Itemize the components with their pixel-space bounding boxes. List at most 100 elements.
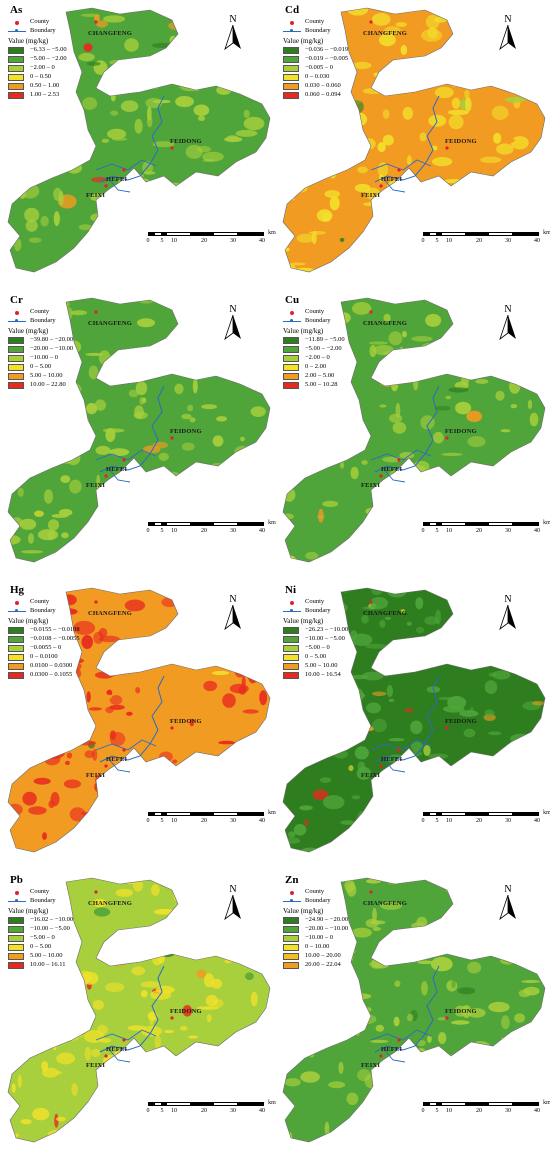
raster-patch bbox=[59, 878, 65, 884]
raster-patch bbox=[131, 966, 146, 976]
raster-patch bbox=[479, 337, 490, 342]
scale-bar: 0 5 10 20 30 40 km bbox=[421, 230, 550, 254]
raster-patch bbox=[465, 593, 477, 602]
raster-patch bbox=[463, 617, 469, 623]
legend-class-label: −10.00 – −5.00 bbox=[305, 635, 345, 643]
raster-patch bbox=[418, 1000, 439, 1015]
raster-patch bbox=[354, 746, 369, 760]
raster-patch bbox=[328, 680, 346, 691]
raster-patch bbox=[147, 115, 153, 128]
legend-swatch bbox=[8, 355, 24, 362]
raster-patch bbox=[465, 644, 486, 656]
raster-patch bbox=[356, 241, 377, 256]
raster-patch bbox=[373, 344, 394, 356]
raster-patch bbox=[127, 1025, 147, 1031]
raster-patch bbox=[438, 220, 452, 231]
raster-patch bbox=[86, 691, 91, 703]
study-area-outline bbox=[7, 877, 271, 1143]
raster-patch bbox=[443, 1054, 460, 1068]
raster-patch bbox=[175, 849, 185, 852]
raster-patch bbox=[454, 769, 467, 778]
legend-class-row: 0 – 0.030 bbox=[283, 73, 348, 82]
raster-patch bbox=[114, 224, 120, 233]
legend-swatch bbox=[283, 663, 299, 670]
legend-swatch bbox=[8, 346, 24, 353]
county-label-feidong: FEIDONG bbox=[170, 138, 202, 145]
raster-patch bbox=[329, 196, 340, 211]
raster-patch bbox=[187, 48, 194, 59]
raster-patch bbox=[218, 740, 236, 745]
raster-patch bbox=[58, 190, 64, 206]
county-boundary-line bbox=[95, 159, 157, 193]
raster-patch bbox=[308, 231, 327, 235]
raster-patch bbox=[291, 458, 311, 464]
scale-unit-label: km bbox=[268, 520, 276, 526]
scale-tick-label: 0 bbox=[146, 1108, 150, 1114]
scale-unit-label: km bbox=[268, 810, 276, 816]
raster-patch bbox=[534, 588, 545, 598]
raster-patch bbox=[61, 532, 69, 539]
legend-class-row: 0 – 10.00 bbox=[283, 943, 348, 952]
raster-patch bbox=[95, 445, 111, 455]
map-canvas bbox=[7, 877, 271, 1143]
scale-tick-label: 0 bbox=[421, 238, 425, 244]
county-seat-marker bbox=[397, 748, 401, 752]
raster-patch bbox=[417, 960, 434, 965]
raster-patch bbox=[247, 160, 256, 166]
raster-patch bbox=[140, 990, 148, 998]
raster-patch bbox=[234, 445, 251, 460]
raster-patch bbox=[19, 518, 37, 530]
legend-class-label: −10.00 – 0 bbox=[30, 354, 59, 362]
raster-patch bbox=[361, 460, 368, 465]
county-label-changfeng: CHANGFENG bbox=[363, 610, 408, 617]
raster-patch bbox=[33, 777, 51, 785]
legend-county-label: County bbox=[305, 598, 325, 606]
raster-patch bbox=[40, 215, 49, 227]
raster-patch bbox=[305, 111, 322, 118]
raster-patch bbox=[168, 21, 185, 31]
raster-patch bbox=[253, 1035, 267, 1046]
raster-patch bbox=[467, 961, 482, 974]
raster-patch bbox=[458, 218, 475, 232]
raster-patch bbox=[316, 994, 332, 1002]
raster-patch bbox=[537, 893, 545, 898]
map-panel-cu: Cu County Boundary Value (mg/kg) −11.89 – −5… bbox=[275, 290, 550, 580]
raster-patch bbox=[346, 883, 357, 897]
map-panel-cd: Cd County Boundary Value (mg/kg) −0.036 – −0… bbox=[275, 0, 550, 290]
raster-patch bbox=[451, 979, 456, 989]
raster-patch bbox=[64, 1034, 84, 1038]
raster-patch bbox=[110, 92, 116, 102]
raster-patch bbox=[215, 1075, 235, 1085]
raster-patch bbox=[262, 436, 270, 443]
legend-swatch bbox=[283, 636, 299, 643]
scale-tick-label: 20 bbox=[201, 1108, 207, 1114]
scale-tick-label: 0 bbox=[421, 1108, 425, 1114]
legend-value-title: Value (mg/kg) bbox=[8, 907, 49, 915]
raster-patch bbox=[470, 56, 486, 61]
raster-patch bbox=[469, 1041, 492, 1056]
raster-patch bbox=[538, 743, 544, 753]
county-label-hefei: HEFEI bbox=[106, 1046, 128, 1053]
raster-patch bbox=[19, 751, 34, 762]
raster-patch bbox=[235, 1047, 241, 1063]
legend-class-label: −0.005 – 0 bbox=[305, 64, 334, 72]
raster-patch bbox=[84, 750, 95, 758]
raster-patch bbox=[66, 162, 83, 174]
scale-tick-label: 10 bbox=[446, 528, 452, 534]
raster-patch bbox=[445, 1092, 460, 1099]
panel-title: Cr bbox=[10, 294, 23, 306]
raster-patch bbox=[312, 789, 329, 801]
raster-patch bbox=[20, 721, 32, 732]
county-seat-marker bbox=[122, 1038, 126, 1042]
raster-patch bbox=[251, 741, 269, 753]
raster-patch bbox=[529, 336, 544, 346]
raster-patch bbox=[365, 643, 387, 649]
legend-county-row: County bbox=[8, 308, 73, 317]
scale-tick-label: 20 bbox=[476, 238, 482, 244]
raster-patch bbox=[174, 1138, 193, 1142]
raster-patch bbox=[492, 506, 504, 512]
legend-class-row: 10.00 – 20.00 bbox=[283, 952, 348, 961]
raster-patch bbox=[256, 746, 261, 758]
raster-patch bbox=[187, 404, 194, 412]
raster-patch bbox=[510, 136, 529, 150]
